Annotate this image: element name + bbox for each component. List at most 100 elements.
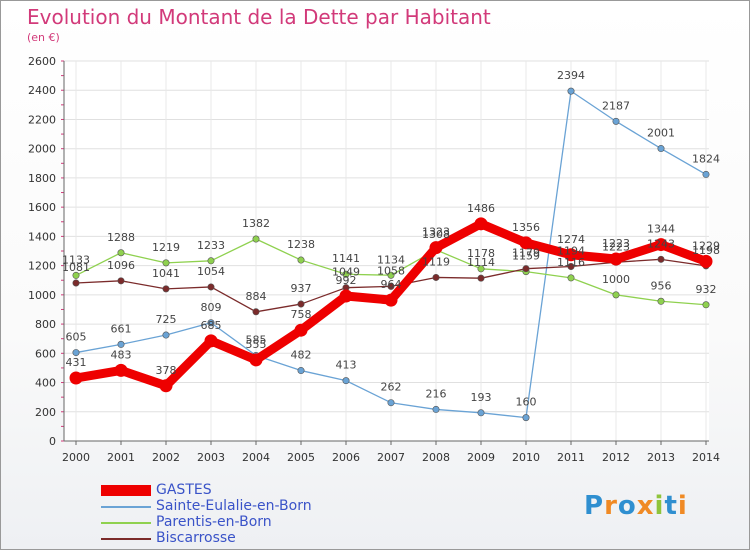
data-point-1	[612, 117, 620, 125]
x-tick-label: 2006	[332, 451, 360, 464]
data-label-1: 809	[201, 301, 222, 314]
data-point-1	[207, 319, 215, 327]
data-label-3: 1119	[422, 255, 450, 268]
y-tick-label: 1000	[28, 289, 56, 302]
legend-swatch-gastes	[101, 485, 151, 496]
legend-label-parentis: Parentis-en-Born	[156, 514, 272, 530]
x-tick-label: 2000	[62, 451, 90, 464]
data-label-2: 1159	[512, 250, 540, 263]
data-label-2: 1219	[152, 241, 180, 254]
data-point-0	[114, 363, 128, 377]
data-label-1: 413	[336, 359, 357, 372]
data-point-3	[432, 273, 440, 281]
y-tick-label: 2200	[28, 113, 56, 126]
data-label-0: 483	[111, 348, 132, 361]
legend-label-biscarrosse: Biscarrosse	[156, 530, 236, 546]
data-point-1	[657, 145, 665, 153]
x-tick-label: 2004	[242, 451, 270, 464]
legend-label-sainte-eulalie: Sainte-Eulalie-en-Born	[156, 498, 312, 514]
logo-letter: t	[664, 491, 678, 521]
data-label-0: 1344	[647, 223, 675, 236]
y-tick-label: 600	[35, 347, 56, 360]
y-tick-label: 0	[49, 435, 56, 448]
data-label-1: 585	[246, 334, 267, 347]
data-label-1: 193	[471, 391, 492, 404]
legend-label-gastes: GASTES	[156, 482, 212, 498]
data-point-3	[207, 283, 215, 291]
data-label-2: 1133	[62, 253, 90, 266]
x-tick-label: 2003	[197, 451, 225, 464]
data-point-2	[117, 249, 125, 257]
data-point-0	[609, 252, 623, 266]
data-point-1	[387, 399, 395, 407]
logo-letter: i	[677, 491, 688, 521]
logo-letter: P	[584, 491, 605, 521]
data-point-0	[654, 238, 668, 252]
data-point-0	[249, 353, 263, 367]
data-point-1	[567, 87, 575, 95]
data-label-1: 2394	[557, 69, 585, 82]
x-tick-label: 2014	[692, 451, 720, 464]
data-label-2: 1000	[602, 273, 630, 286]
data-label-0: 964	[381, 278, 402, 291]
logo-letter: r	[604, 491, 618, 521]
y-tick-label: 1400	[28, 230, 56, 243]
data-point-3	[567, 262, 575, 270]
data-point-0	[474, 217, 488, 231]
data-point-2	[702, 301, 710, 309]
data-label-2: 1134	[377, 253, 405, 266]
data-label-1: 661	[111, 322, 132, 335]
data-point-0	[294, 323, 308, 337]
data-point-1	[117, 340, 125, 348]
y-tick-label: 2600	[28, 55, 56, 68]
data-point-0	[429, 241, 443, 255]
data-label-2: 1116	[557, 256, 585, 269]
data-label-3: 1194	[557, 244, 585, 257]
x-tick-label: 2007	[377, 451, 405, 464]
data-point-3	[657, 255, 665, 263]
legend-swatch-biscarrosse	[101, 538, 151, 540]
x-tick-label: 2010	[512, 451, 540, 464]
chart-title: Evolution du Montant de la Dette par Hab…	[27, 5, 491, 29]
x-tick-label: 2005	[287, 451, 315, 464]
data-label-0: 758	[291, 308, 312, 321]
data-label-2: 1288	[107, 231, 135, 244]
data-point-0	[699, 254, 713, 268]
data-point-0	[159, 379, 173, 393]
data-label-1: 160	[516, 396, 537, 409]
data-label-0: 992	[336, 274, 357, 287]
y-tick-label: 800	[35, 318, 56, 331]
data-label-1: 262	[381, 381, 402, 394]
data-label-3: 1058	[377, 264, 405, 277]
data-point-1	[702, 170, 710, 178]
data-point-2	[612, 291, 620, 299]
y-tick-label: 200	[35, 406, 56, 419]
y-tick-label: 2000	[28, 143, 56, 156]
data-point-0	[384, 293, 398, 307]
data-label-2: 1238	[287, 238, 315, 251]
logo-letter: x	[636, 491, 655, 521]
y-tick-label: 2400	[28, 84, 56, 97]
data-label-2: 956	[651, 279, 672, 292]
data-label-2: 932	[696, 283, 717, 296]
data-label-3: 884	[246, 290, 267, 303]
data-label-2: 1178	[467, 247, 495, 260]
data-point-3	[522, 265, 530, 273]
data-label-0: 1486	[467, 202, 495, 215]
data-point-3	[297, 300, 305, 308]
data-label-1: 2001	[647, 127, 675, 140]
data-point-3	[117, 277, 125, 285]
data-point-3	[477, 274, 485, 282]
data-point-0	[564, 248, 578, 262]
data-label-1: 1824	[692, 152, 720, 165]
x-tick-label: 2013	[647, 451, 675, 464]
data-point-2	[72, 271, 80, 279]
data-point-2	[657, 297, 665, 305]
data-point-1	[162, 331, 170, 339]
data-point-0	[204, 334, 218, 348]
data-label-3: 1223	[602, 240, 630, 253]
data-label-0: 431	[66, 356, 87, 369]
x-tick-label: 2011	[557, 451, 585, 464]
data-label-3: 1243	[647, 237, 675, 250]
